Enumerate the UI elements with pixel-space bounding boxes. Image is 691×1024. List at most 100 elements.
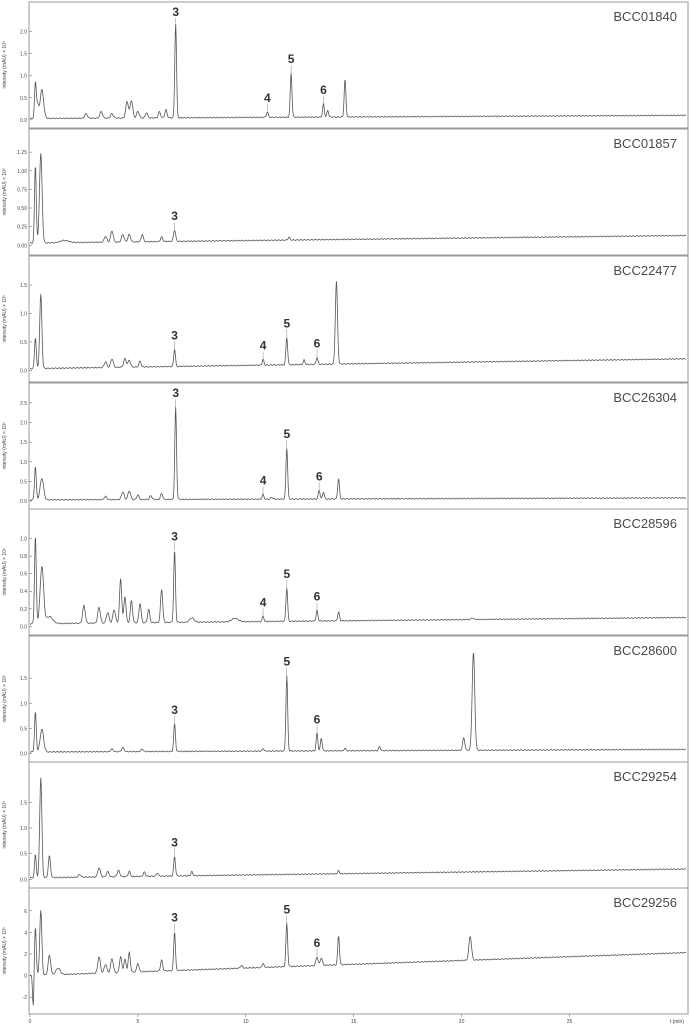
chromatogram-trace bbox=[29, 910, 687, 1006]
panel-frame bbox=[28, 1, 689, 129]
y-tick-label: 0.0 bbox=[20, 624, 27, 630]
y-tick-label: 0.5 bbox=[20, 96, 27, 102]
x-tick-label: 10 bbox=[243, 1019, 249, 1024]
y-tick-label: 1.5 bbox=[20, 52, 27, 58]
y-tick-label: 0.0 bbox=[20, 499, 27, 505]
y-tick-label: 1.0 bbox=[20, 74, 27, 80]
peak-label: 5 bbox=[283, 567, 290, 581]
y-tick-label: 0.5 bbox=[20, 479, 27, 485]
y-tick-label: 0.0 bbox=[20, 751, 27, 757]
y-tick-label: 1.0 bbox=[20, 311, 27, 317]
y-axis-label: intensity (mAU) × 10³ bbox=[2, 41, 8, 88]
sample-title: BCC29254 bbox=[613, 769, 677, 784]
y-axis-label: intensity (mAU) × 10³ bbox=[2, 168, 8, 215]
peak-label: 4 bbox=[264, 91, 271, 105]
chromatogram-trace bbox=[29, 407, 687, 501]
y-tick-label: 0.5 bbox=[20, 726, 27, 732]
chromatogram-panel: 0.0 0.5 1.0 1.5 2.0 2.5 intensity (mAU) × 10³ B… bbox=[2, 382, 689, 510]
y-tick-label: 2.0 bbox=[20, 30, 27, 36]
peak-label: 5 bbox=[288, 52, 295, 66]
y-tick-label: 0.25 bbox=[17, 225, 27, 231]
chromatogram-panel: 0.00 0.25 0.50 0.75 1.00 1.25 intensity (mAU) … bbox=[2, 128, 689, 256]
panel-frame bbox=[28, 382, 689, 510]
y-tick-label: 0.2 bbox=[20, 607, 27, 613]
y-tick-label: 0.50 bbox=[17, 206, 27, 212]
y-tick-label: 0.0 bbox=[20, 877, 27, 883]
x-tick-label: 25 bbox=[567, 1019, 573, 1024]
x-axis-unit-label: t (min) bbox=[670, 1019, 685, 1024]
y-tick-label: 6 bbox=[24, 909, 27, 915]
x-tick-label: 15 bbox=[351, 1019, 357, 1024]
peak-label: 6 bbox=[314, 589, 321, 603]
sample-title: BCC29256 bbox=[613, 895, 677, 910]
x-tick-label: 5 bbox=[137, 1019, 140, 1024]
sample-title: BCC22477 bbox=[613, 263, 677, 278]
y-tick-label: 0.5 bbox=[20, 340, 27, 346]
peak-label: 6 bbox=[320, 83, 327, 97]
sample-title: BCC01857 bbox=[613, 136, 677, 151]
peak-label: 4 bbox=[260, 338, 267, 352]
peak-label: 5 bbox=[283, 902, 290, 916]
y-axis-label: intensity (mAU) × 10³ bbox=[2, 927, 8, 974]
y-tick-label: -2 bbox=[23, 995, 28, 1001]
chromatogram-panel: 0.0 0.5 1.0 1.5 intensity (mAU) × 10³ BCC2247… bbox=[2, 255, 689, 383]
peak-label: 3 bbox=[172, 5, 179, 19]
y-tick-label: 0.00 bbox=[17, 243, 27, 249]
y-tick-label: 1.5 bbox=[20, 676, 27, 682]
peak-label: 3 bbox=[171, 835, 178, 849]
peak-label: 5 bbox=[283, 316, 290, 330]
y-axis-label: intensity (mAU) × 10³ bbox=[2, 295, 8, 342]
y-tick-label: 1.5 bbox=[20, 440, 27, 446]
y-tick-label: 0.6 bbox=[20, 572, 27, 578]
y-tick-label: 0.8 bbox=[20, 554, 27, 560]
y-tick-label: 0.75 bbox=[17, 187, 27, 193]
peak-label: 3 bbox=[171, 209, 178, 223]
y-tick-label: 4 bbox=[24, 930, 27, 936]
y-tick-label: 0.0 bbox=[20, 118, 27, 124]
y-tick-label: 1.0 bbox=[20, 537, 27, 543]
chromatogram-trace bbox=[29, 777, 687, 879]
y-axis-label: intensity (mAU) × 10³ bbox=[2, 801, 8, 848]
y-tick-label: 1.0 bbox=[20, 826, 27, 832]
panel-frame bbox=[28, 128, 689, 256]
chromatogram-trace bbox=[29, 652, 687, 753]
chromatogram-trace bbox=[29, 537, 687, 625]
peak-label: 3 bbox=[172, 386, 179, 400]
y-tick-label: 2.0 bbox=[20, 420, 27, 426]
sample-title: BCC01840 bbox=[613, 9, 677, 24]
y-tick-label: 2.5 bbox=[20, 401, 27, 407]
chromatogram-trace bbox=[29, 23, 687, 120]
y-axis-label: intensity (mAU) × 10³ bbox=[2, 422, 8, 469]
chromatogram-panel: 0.0 0.5 1.0 1.5 intensity (mAU) × 10³ BCC2860… bbox=[2, 635, 689, 763]
peak-label: 4 bbox=[260, 473, 267, 487]
peak-label: 6 bbox=[316, 469, 323, 483]
sample-title: BCC28596 bbox=[613, 516, 677, 531]
chromatogram-panel: 0.0 0.5 1.0 1.5 2.0 intensity (mAU) × 10³ BCC0… bbox=[2, 1, 689, 129]
y-axis-label: intensity (mAU) × 10³ bbox=[2, 548, 8, 595]
panel-frame bbox=[28, 508, 689, 636]
y-tick-label: 0 bbox=[24, 974, 27, 980]
chromatogram-panel: 0.0 0.5 1.0 1.5 intensity (mAU) × 10³ BCC2925… bbox=[2, 761, 689, 889]
y-tick-label: 1.5 bbox=[20, 800, 27, 806]
y-tick-label: 1.25 bbox=[17, 150, 27, 156]
peak-label: 3 bbox=[171, 529, 178, 543]
chromatogram-panel: 0.0 0.2 0.4 0.6 0.8 1.0 intensity (mAU) × 10³ B… bbox=[2, 508, 689, 636]
y-tick-label: 1.0 bbox=[20, 460, 27, 466]
chromatogram-panel: -2 0 2 4 6 intensity (mAU) × 10³ BCC29256 3 5 6 bbox=[2, 887, 689, 1015]
peak-label: 4 bbox=[260, 595, 267, 609]
sample-title: BCC28600 bbox=[613, 643, 677, 658]
y-axis-label: intensity (mAU) × 10³ bbox=[2, 675, 8, 722]
peak-label: 3 bbox=[171, 328, 178, 342]
peak-label: 5 bbox=[283, 427, 290, 441]
sample-title: BCC26304 bbox=[613, 390, 677, 405]
y-tick-label: 0.0 bbox=[20, 368, 27, 374]
y-tick-label: 2 bbox=[24, 952, 27, 958]
peak-label: 3 bbox=[171, 703, 178, 717]
panel-frame bbox=[28, 635, 689, 763]
x-tick-label: 0 bbox=[29, 1019, 32, 1024]
y-tick-label: 1.5 bbox=[20, 283, 27, 289]
peak-label: 6 bbox=[314, 712, 321, 726]
x-axis: 0 5 10 15 20 25 t (min) bbox=[29, 1014, 685, 1024]
